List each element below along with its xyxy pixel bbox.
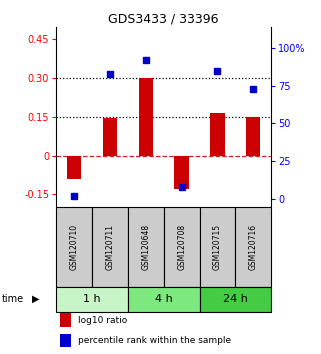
Text: GSM120648: GSM120648 (141, 224, 150, 270)
Title: GDS3433 / 33396: GDS3433 / 33396 (108, 12, 219, 25)
Text: GSM120711: GSM120711 (105, 224, 115, 270)
Text: log10 ratio: log10 ratio (78, 315, 127, 325)
Bar (139, 78, 153, 156)
Bar (246, 117, 260, 156)
Bar (67, 156, 81, 179)
Text: GSM120710: GSM120710 (70, 224, 79, 270)
Bar (164, 207, 200, 286)
Text: percentile rank within the sample: percentile rank within the sample (78, 336, 231, 345)
Bar (60, 313, 71, 327)
Bar (210, 113, 225, 156)
Text: time: time (2, 294, 24, 304)
Text: 1 h: 1 h (83, 294, 101, 304)
Text: 24 h: 24 h (223, 294, 248, 304)
Text: GSM120708: GSM120708 (177, 224, 186, 270)
Text: GSM120716: GSM120716 (249, 224, 258, 270)
Bar (175, 156, 189, 189)
Bar (128, 207, 164, 286)
Bar (103, 118, 117, 156)
Bar (56, 207, 92, 286)
Bar (60, 334, 71, 347)
Bar (200, 286, 271, 312)
Bar (235, 207, 271, 286)
Text: 4 h: 4 h (155, 294, 173, 304)
Bar (200, 207, 235, 286)
Text: ▶: ▶ (32, 294, 39, 304)
Text: GSM120715: GSM120715 (213, 224, 222, 270)
Bar (56, 286, 128, 312)
Bar (128, 286, 200, 312)
Bar (92, 207, 128, 286)
